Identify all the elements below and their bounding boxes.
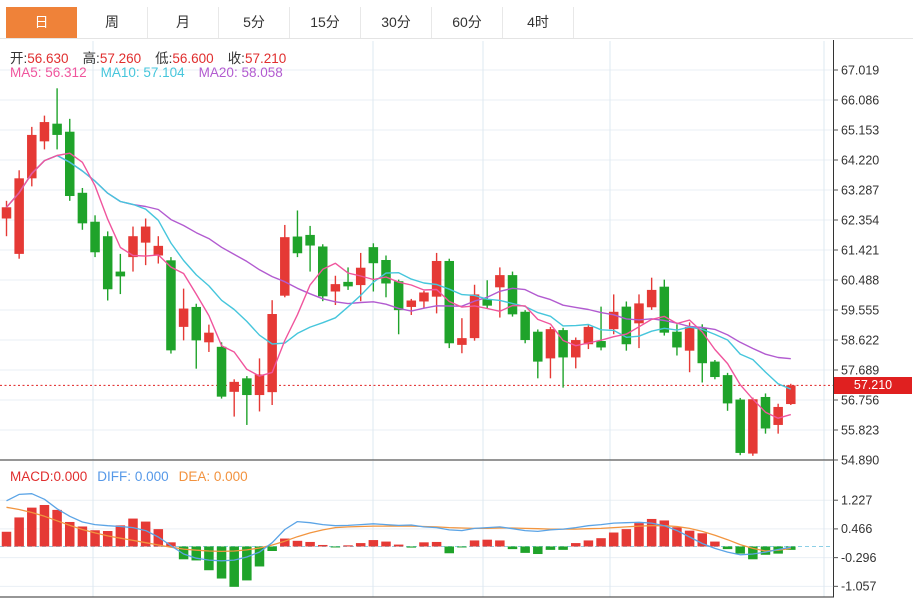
tab-period-6[interactable]: 60分 <box>432 7 503 38</box>
price-tick-label: 60.488 <box>841 273 879 287</box>
macd-readout: MACD:0.000 DIFF: 0.000 DEA: 0.000 <box>10 469 248 484</box>
price-tick-label: 57.689 <box>841 363 879 377</box>
price-tick-label: 61.421 <box>841 243 879 257</box>
period-tab-bar: 日周月 5分 15分 30分 60分 4时 <box>0 0 913 39</box>
tab-period-4[interactable]: 15分 <box>290 7 361 38</box>
y-axis-labels: 67.019 66.086 65.153 64.220 63.287 62.354 61.4… <box>833 63 879 594</box>
tab-period-7[interactable]: 4时 <box>503 7 574 38</box>
dea-value: 0.000 <box>213 469 248 484</box>
macd-tick-label: 0.466 <box>841 522 872 536</box>
ma10-value: 57.104 <box>143 65 185 80</box>
tab-period-5[interactable]: 30分 <box>361 7 432 38</box>
price-tick-label: 59.555 <box>841 303 879 317</box>
price-tick-label: 55.823 <box>841 423 879 437</box>
low-value: 56.600 <box>172 51 214 66</box>
ma5-line <box>5 152 791 419</box>
ma20-label: MA20: <box>198 65 238 80</box>
ma5-value: 56.312 <box>45 65 87 80</box>
tab-period-2[interactable]: 月 <box>148 7 219 38</box>
macd-tick-label: -0.296 <box>841 551 876 565</box>
diff-value: 0.000 <box>134 469 169 484</box>
price-tick-label: 67.019 <box>841 63 879 77</box>
diff-line <box>6 493 791 562</box>
last-price-badge: 57.210 <box>834 377 912 394</box>
ma5-label: MA5: <box>10 65 42 80</box>
open-label: 开: <box>10 51 28 66</box>
close-value: 57.210 <box>244 51 287 66</box>
diff-label: DIFF: <box>97 469 132 484</box>
price-tick-label: 64.220 <box>841 153 879 167</box>
high-label: 高: <box>82 51 100 66</box>
macd-tick-label: -1.057 <box>841 580 876 594</box>
close-label: 收: <box>227 51 245 66</box>
high-value: 57.260 <box>99 51 142 66</box>
price-tick-label: 54.890 <box>841 453 879 467</box>
price-tick-label: 58.622 <box>841 333 879 347</box>
price-tick-label: 63.287 <box>841 183 879 197</box>
ma20-value: 58.058 <box>241 65 283 80</box>
price-tick-label: 56.756 <box>841 393 879 407</box>
price-tick-label: 62.354 <box>841 213 879 227</box>
macd-histogram <box>1 504 796 587</box>
ma10-label: MA10: <box>100 65 140 80</box>
tab-period-3[interactable]: 5分 <box>219 7 290 38</box>
dea-line <box>6 506 791 553</box>
tab-period-1[interactable]: 周 <box>77 7 148 38</box>
dea-label: DEA: <box>178 469 211 484</box>
price-tick-label: 66.086 <box>841 93 879 107</box>
low-label: 低: <box>155 51 173 66</box>
price-tick-label: 65.153 <box>841 123 879 137</box>
ma20-line <box>5 154 791 360</box>
ma-readout: MA5: 56.312 MA10: 57.104 MA20: 58.058 <box>10 65 283 80</box>
gridlines <box>0 41 833 597</box>
ohlc-readout: 开:56.630 高:57.260 低:56.600 收:57.210 <box>10 47 286 67</box>
open-value: 56.630 <box>27 51 69 66</box>
macd-tick-label: 1.227 <box>841 494 872 508</box>
macd-label: MACD: <box>10 469 54 484</box>
tab-period-0[interactable]: 日 <box>6 7 77 38</box>
macd-value: 0.000 <box>53 469 88 484</box>
ma10-line <box>5 154 792 390</box>
